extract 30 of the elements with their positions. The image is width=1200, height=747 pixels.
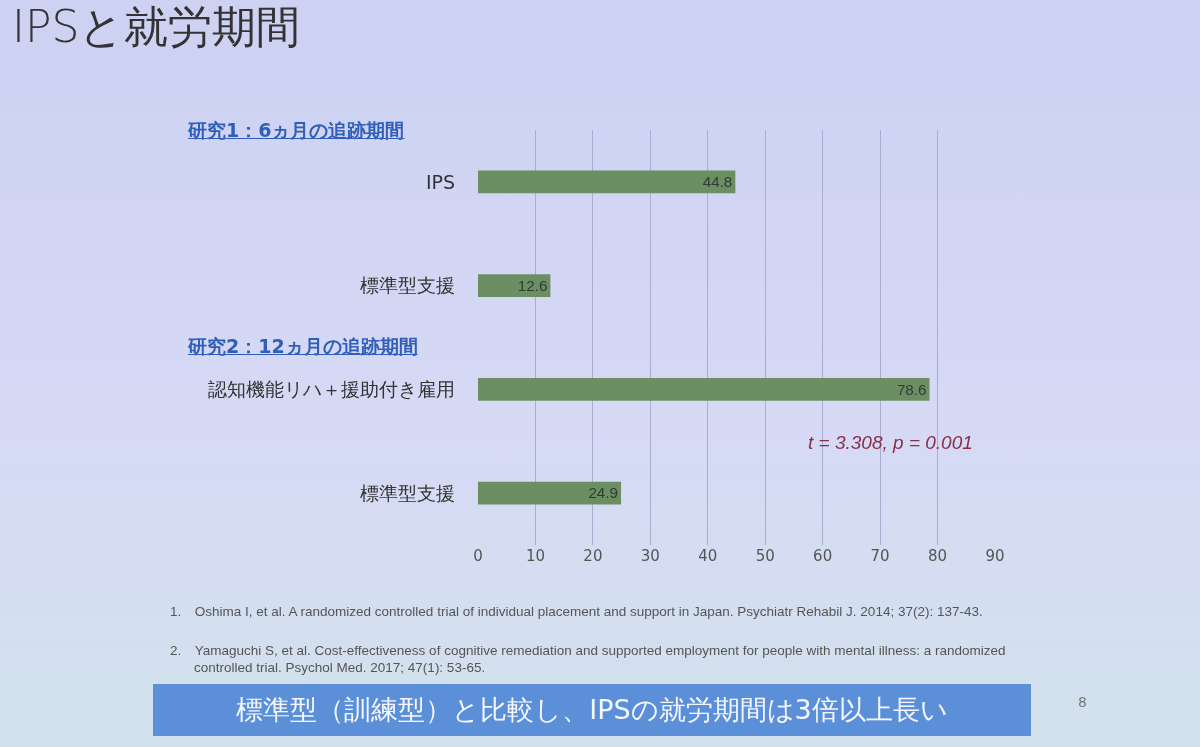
y-tick-label: 標準型支援 <box>360 274 455 297</box>
x-tick-label: 30 <box>640 547 660 565</box>
y-tick-label: IPS <box>425 170 455 193</box>
data-label: 44.8 <box>702 173 733 191</box>
bar <box>478 274 551 298</box>
text: 8 <box>1078 694 1087 710</box>
x-tick-label: 60 <box>813 547 833 565</box>
x-tick-label: 90 <box>985 547 1005 565</box>
data-label: 24.9 <box>588 484 619 502</box>
bar <box>478 170 736 194</box>
x-tick-label: 20 <box>583 547 603 565</box>
text: 研究2：12ヵ月の追跡期間 <box>188 334 418 359</box>
x-tick-label: 50 <box>755 547 775 565</box>
text: 1. Oshima I, et al. A randomized controlled trial of individual placement and support in Japan. Psychiatr Rehabil J. 2014; 37(2): 137-43. <box>170 603 984 620</box>
x-tick-label: 10 <box>525 547 545 565</box>
x-tick-label: 0 <box>473 547 483 565</box>
x-tick-label: 40 <box>698 547 718 565</box>
chart-title: IPSと就労期間 <box>12 1 301 52</box>
annotation: t = 3.308, p = 0.001 <box>808 432 973 454</box>
bar <box>478 481 622 505</box>
data-label: 12.6 <box>517 276 548 294</box>
bar <box>478 377 930 401</box>
x-tick-label: 70 <box>870 547 890 565</box>
y-tick-label: 認知機能リハ＋援助付き雇用 <box>208 378 455 401</box>
text: 標準型（訓練型）と比較し、IPSの就労期間は3倍以上長い <box>153 684 1031 736</box>
text: 研究1：6ヵ月の追跡期間 <box>188 118 405 143</box>
x-tick-label: 80 <box>928 547 948 565</box>
data-label: 78.6 <box>896 380 927 398</box>
text: 2. Yamaguchi S, et al. Cost-effectiveness of cognitive remediation and supported employment for people with mental illness: a randomized controlled trial. Psychol Med. 2017; 47(1): 53-65. <box>170 642 1007 676</box>
y-tick-label: 標準型支援 <box>360 481 455 504</box>
